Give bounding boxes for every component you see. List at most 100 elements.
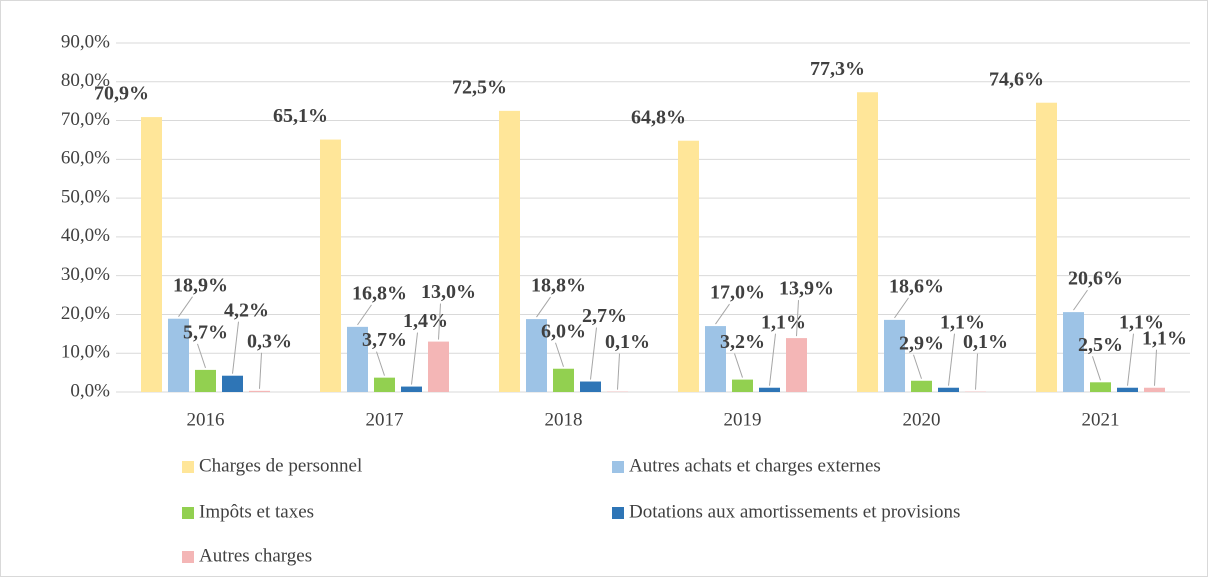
legend-label: Charges de personnel: [199, 455, 362, 476]
bar: [884, 319, 905, 392]
legend-label: Autres charges: [199, 545, 312, 566]
value-label: 16,8%: [352, 282, 407, 304]
value-label: 0,1%: [605, 331, 650, 353]
value-label: 4,2%: [224, 299, 269, 321]
value-label: 2,7%: [582, 305, 627, 327]
bar: [428, 341, 449, 392]
y-tick-label: 20,0%: [61, 303, 110, 324]
value-label: 17,0%: [710, 282, 765, 304]
leader-line: [197, 343, 206, 369]
value-label: 65,1%: [273, 105, 328, 127]
leader-line: [376, 351, 385, 376]
value-label: 3,2%: [720, 331, 765, 353]
y-tick-label: 30,0%: [61, 264, 110, 285]
legend-swatch: [182, 551, 194, 563]
bar: [168, 318, 189, 392]
leader-line: [411, 332, 418, 385]
bar: [499, 110, 520, 392]
value-label: 1,1%: [761, 311, 806, 333]
legend-swatch: [612, 461, 624, 473]
legend-label: Dotations aux amortissements et provisio…: [629, 501, 960, 522]
legend-swatch: [182, 507, 194, 519]
bar: [786, 338, 807, 392]
leader-line: [1073, 289, 1088, 311]
legend-swatch: [182, 461, 194, 473]
bar: [938, 387, 959, 392]
value-label: 70,9%: [94, 83, 149, 105]
y-tick-label: 0,0%: [70, 380, 110, 401]
y-tick-label: 80,0%: [61, 70, 110, 91]
leader-line: [734, 353, 743, 378]
bar: [195, 369, 216, 392]
bar: [1117, 387, 1138, 392]
value-label: 0,3%: [247, 330, 292, 352]
bar: [553, 368, 574, 392]
bar: [678, 140, 699, 392]
bar: [580, 381, 601, 392]
value-label: 74,6%: [989, 68, 1044, 90]
value-label: 13,9%: [779, 278, 834, 300]
value-label: 3,7%: [362, 329, 407, 351]
leader-line: [948, 333, 955, 386]
leader-line: [178, 296, 193, 317]
value-label: 1,1%: [1119, 311, 1164, 333]
bar: [732, 379, 753, 392]
x-tick-label: 2018: [545, 409, 583, 430]
value-label: 18,9%: [173, 274, 228, 296]
value-label: 18,6%: [889, 275, 944, 297]
value-label: 2,5%: [1078, 334, 1123, 356]
leader-line: [259, 352, 262, 389]
leader-line: [590, 327, 597, 380]
y-tick-label: 50,0%: [61, 186, 110, 207]
bar: [249, 390, 270, 392]
y-tick-label: 60,0%: [61, 148, 110, 169]
leader-line: [232, 321, 239, 374]
leader-line: [536, 296, 551, 318]
bar: [1063, 312, 1084, 392]
leader-line: [975, 353, 978, 390]
bar: [759, 387, 780, 392]
y-tick-label: 90,0%: [61, 31, 110, 52]
value-label: 0,1%: [963, 331, 1008, 353]
leader-line: [438, 303, 441, 340]
bar: [141, 117, 162, 392]
value-label: 6,0%: [541, 320, 586, 342]
value-label: 2,9%: [899, 332, 944, 354]
legend-label: Autres achats et charges externes: [629, 455, 881, 476]
bar: [1144, 387, 1165, 392]
value-label: 1,1%: [1142, 327, 1187, 349]
x-tick-label: 2021: [1082, 409, 1120, 430]
leader-line: [617, 353, 620, 390]
leader-line: [913, 354, 922, 379]
bar: [1090, 382, 1111, 392]
bar: [320, 139, 341, 392]
value-label: 13,0%: [421, 281, 476, 303]
leader-line: [769, 333, 776, 386]
bar: [1036, 102, 1057, 393]
leader-line: [715, 303, 730, 325]
value-label: 1,4%: [403, 310, 448, 332]
y-tick-label: 70,0%: [61, 109, 110, 130]
bar: [526, 319, 547, 392]
value-label: 1,1%: [940, 311, 985, 333]
leader-line: [555, 342, 564, 367]
legend-label: Impôts et taxes: [199, 501, 314, 522]
value-label: 20,6%: [1068, 268, 1123, 290]
bar: [705, 326, 726, 392]
bar: [222, 375, 243, 392]
value-label: 77,3%: [810, 58, 865, 80]
y-tick-label: 10,0%: [61, 342, 110, 363]
leader-line: [1092, 356, 1101, 381]
value-label: 18,8%: [531, 275, 586, 297]
bar: [347, 326, 368, 392]
x-tick-label: 2019: [724, 409, 762, 430]
value-label: 64,8%: [631, 106, 686, 128]
bar: [857, 92, 878, 393]
bar: [374, 377, 395, 392]
x-tick-label: 2016: [187, 409, 225, 430]
x-tick-label: 2017: [366, 409, 404, 430]
value-label: 72,5%: [452, 76, 507, 98]
leader-line: [1154, 349, 1157, 386]
bar: [401, 386, 422, 392]
